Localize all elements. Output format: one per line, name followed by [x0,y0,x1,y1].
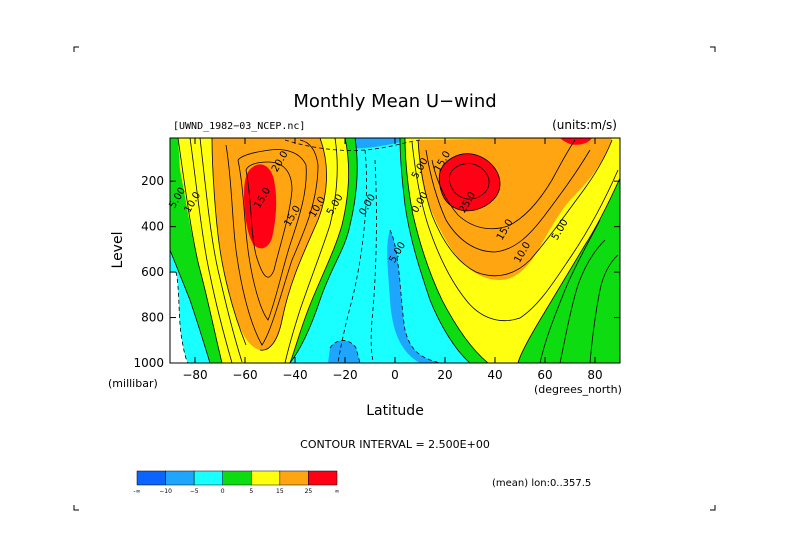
x-tick-label: 20 [437,368,452,382]
contour-interval: CONTOUR INTERVAL = 2.500E+00 [300,438,490,451]
dataset-label: [UWND_1982−03_NCEP.nc] [173,121,305,132]
colorbar-label: −5 [190,488,199,495]
x-tick-label: 80 [587,368,602,382]
y-axis-units: (millibar) [108,377,158,390]
colorbar-label: 15 [276,488,284,495]
y-axis-label: Level [110,232,126,269]
colorbar-swatch [279,470,309,486]
colorbar-label: -∞ [133,488,140,495]
colorbar-label: 5 [249,488,253,495]
y-tick-label: 200 [141,174,164,188]
colorbar-label: 0 [221,488,225,495]
colorbar-swatch [193,470,223,486]
fill-right-top-red [560,138,592,145]
fill-white-corner [170,272,188,363]
contour-lines-dashed [175,139,441,363]
x-tick-label: 0 [391,368,399,382]
mean-note: (mean) lon:0..357.5 [492,478,591,489]
x-tick-label: −80 [182,368,207,382]
x-tick-label: −20 [332,368,357,382]
x-axis-label: Latitude [366,403,424,419]
colorbar-swatch [222,470,252,486]
x-tick-label: 40 [487,368,502,382]
x-tick-label: 60 [537,368,552,382]
units-label: (units:m/s) [552,118,617,132]
x-axis: −80 −60 −40 −20 0 20 40 60 80 [182,138,603,382]
fill-neg-b [328,340,360,363]
fill-left-15 [212,138,327,351]
y-tick-label: 400 [141,220,164,234]
contour-fill [170,138,620,363]
colorbar-swatch [136,470,166,486]
colorbar-label: 25 [305,488,313,495]
chart-title: Monthly Mean U−wind [293,91,496,112]
y-tick-label: 600 [141,265,164,279]
y-tick-label: 800 [141,311,164,325]
corner-marks [73,46,716,511]
fill-neg-a [387,230,440,363]
contour-lines [170,138,620,363]
x-tick-label: −60 [232,368,257,382]
y-tick-label: 1000 [133,356,164,370]
colorbar-swatch [308,470,338,486]
colorbar-label: ∞ [335,488,340,495]
colorbar-swatch [251,470,281,486]
colorbar: -∞ −10 −5 0 5 15 25 ∞ [133,470,340,495]
colorbar-label: −10 [159,488,172,495]
colorbar-swatch [165,470,195,486]
y-axis: 200 400 600 800 1000 [133,174,620,370]
x-tick-label: −40 [282,368,307,382]
x-axis-units: (degrees_north) [534,383,622,396]
